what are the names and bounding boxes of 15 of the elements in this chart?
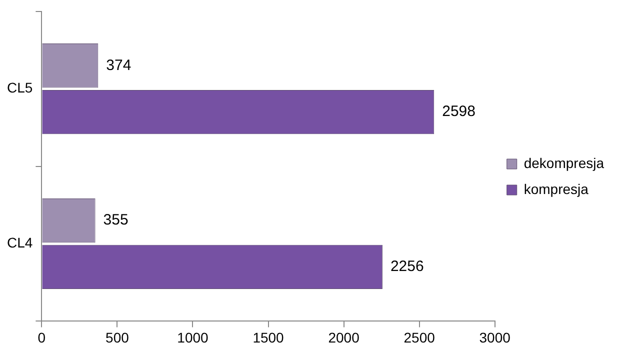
data-label: 355 (103, 212, 128, 229)
y-tick-label: CL5 (6, 80, 33, 96)
legend-label: kompresja (524, 180, 589, 197)
x-tick-label: 2500 (404, 329, 436, 346)
data-label: 374 (106, 56, 132, 74)
x-tick-label: 2000 (328, 329, 360, 346)
x-tick-label: 0 (38, 329, 46, 346)
data-label: 2598 (442, 103, 476, 120)
x-tick-label: 1500 (252, 329, 284, 346)
legend-label: dekompresja (524, 154, 604, 171)
x-tick-label: 3000 (479, 329, 511, 346)
y-tick-label: CL4 (6, 234, 33, 251)
data-label: 2256 (390, 258, 424, 276)
x-tick-label: 500 (106, 329, 130, 346)
x-tick-label: 1000 (177, 329, 209, 346)
